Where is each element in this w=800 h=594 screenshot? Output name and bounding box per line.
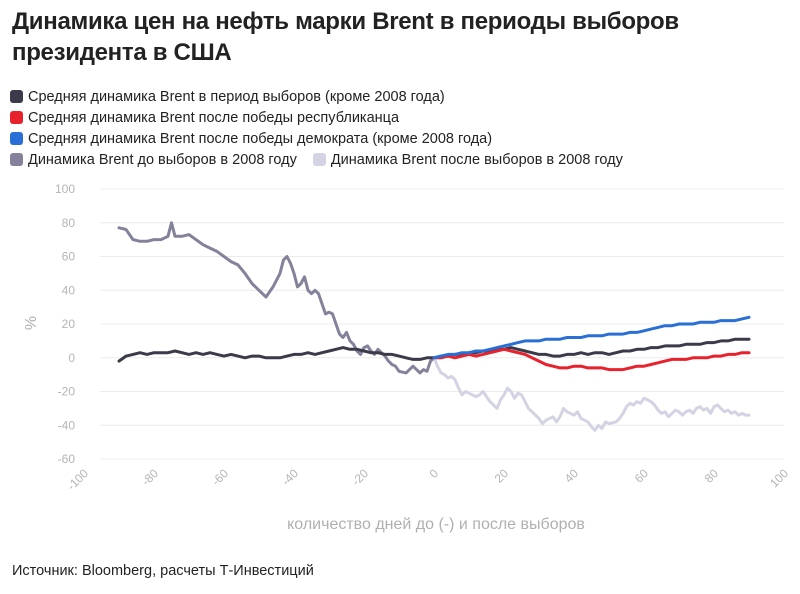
- x-tick-label: -100: [64, 466, 91, 493]
- legend-swatch-2008-after: [312, 153, 326, 166]
- x-tick-label: 80: [702, 466, 722, 486]
- legend-row-1: Средняя динамика Brent в период выборов …: [10, 86, 790, 107]
- x-axis-title: количество дней до (-) и после выборов: [287, 516, 585, 533]
- x-tick-label: -80: [139, 466, 161, 488]
- legend-label-democrat: Средняя динамика Brent после победы демо…: [28, 130, 493, 147]
- legend-label-2008-before: Динамика Brent до выборов в 2008 году: [28, 151, 297, 168]
- y-axis-title: %: [23, 316, 40, 330]
- legend-label-republican: Средняя динамика Brent после победы респ…: [28, 109, 400, 126]
- series-line-republican: [432, 347, 751, 372]
- legend-item-2008-before: Динамика Brent до выборов в 2008 году: [10, 152, 297, 168]
- x-tick-label: 100: [767, 466, 791, 490]
- legend-item-republican: Средняя динамика Brent после победы респ…: [10, 110, 399, 126]
- source-note: Источник: Bloomberg, расчеты Т-Инвестици…: [12, 563, 314, 579]
- x-tick-label: -60: [209, 466, 231, 488]
- legend-row-2: Средняя динамика Brent после победы респ…: [10, 107, 790, 128]
- chart-title: Динамика цен на нефть марки Brent в пери…: [12, 8, 679, 66]
- legend-label-avg-election: Средняя динамика Brent в период выборов …: [28, 88, 445, 105]
- y-tick-label: 0: [68, 351, 75, 365]
- series-line-2008-before: [117, 221, 436, 375]
- y-tick-label: -20: [58, 385, 76, 399]
- y-tick-label: 60: [62, 250, 76, 264]
- legend-item-avg-election: Средняя динамика Brent в период выборов …: [10, 89, 445, 105]
- x-tick-label: 20: [492, 466, 512, 486]
- legend-row-4: Динамика Brent до выборов в 2008 году Ди…: [10, 149, 790, 170]
- y-tick-label: 100: [55, 182, 75, 196]
- legend-item-2008-after: Динамика Brent после выборов в 2008 году: [312, 151, 623, 168]
- y-tick-label: 80: [62, 216, 76, 230]
- x-tick-label: -40: [279, 466, 301, 488]
- legend: Средняя динамика Brent в период выборов …: [10, 86, 790, 170]
- legend-item-democrat: Средняя динамика Brent после победы демо…: [10, 131, 492, 147]
- series-line-democrat: [432, 315, 751, 360]
- x-tick-label: -20: [349, 466, 371, 488]
- gridlines: [100, 188, 784, 460]
- y-tick-label: 20: [62, 317, 76, 331]
- x-tick-label: 0: [426, 466, 441, 481]
- legend-label-2008-after: Динамика Brent после выборов в 2008 году: [330, 151, 623, 168]
- legend-swatch-democrat: [10, 132, 23, 145]
- legend-row-3: Средняя динамика Brent после победы демо…: [10, 128, 790, 149]
- y-tick-label: -40: [58, 418, 76, 432]
- series-line-2008-after: [432, 356, 751, 432]
- legend-swatch-avg-election: [10, 90, 23, 103]
- y-tick-label: -60: [58, 452, 76, 466]
- y-tick-label: 40: [62, 283, 76, 297]
- y-axis-ticks: 100 80 60 40 20 0 -20 -40 -60: [55, 182, 75, 466]
- legend-swatch-republican: [10, 111, 23, 124]
- x-axis-ticks: -100 -80 -60 -40 -20 0 20 40 60 80 100: [64, 466, 791, 493]
- series-lines: [117, 221, 751, 432]
- x-tick-label: 60: [632, 466, 652, 486]
- x-tick-label: 40: [562, 466, 582, 486]
- legend-swatch-2008-before: [10, 153, 23, 166]
